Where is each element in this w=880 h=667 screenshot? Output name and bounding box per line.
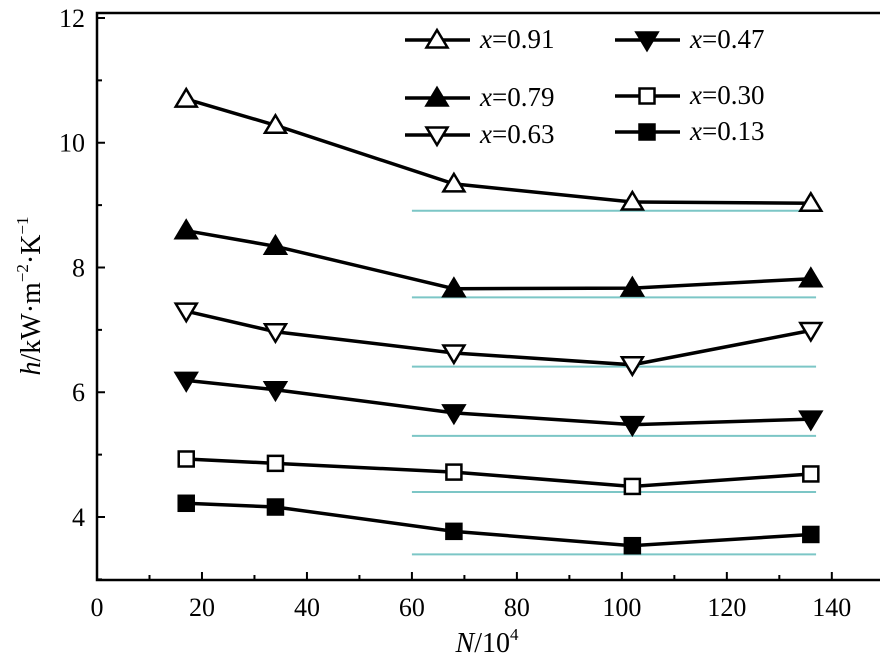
x-tick-label: 100 (602, 593, 641, 622)
legend-label: x=0.13 (689, 116, 764, 146)
data-point (619, 356, 646, 378)
data-point (441, 344, 467, 366)
data-point (173, 371, 199, 393)
data-point (441, 404, 467, 426)
y-tick-label: 12 (59, 4, 85, 33)
data-point (619, 415, 646, 438)
data-point (798, 321, 824, 343)
data-point (262, 112, 289, 135)
data-point (177, 450, 195, 468)
legend-entry: x=0.79 (405, 82, 554, 112)
data-point (623, 536, 642, 555)
series-x=0.91 (173, 86, 824, 212)
data-point (177, 494, 195, 513)
legend-marker (424, 27, 450, 49)
x-tick-label: 140 (812, 593, 851, 622)
x-tick-label: 60 (399, 593, 425, 622)
data-point (173, 302, 199, 324)
data-point (262, 233, 289, 256)
legend-label: x=0.91 (479, 24, 554, 54)
series-x=0.63 (173, 302, 824, 378)
legend-marker (638, 87, 656, 105)
data-point (173, 86, 199, 108)
series-x=0.47 (173, 371, 824, 438)
legend-label: x=0.79 (479, 82, 554, 112)
legend-entry: x=0.91 (405, 24, 554, 54)
legend-marker (424, 126, 450, 148)
series-x=0.13 (177, 494, 820, 555)
series-line (185, 309, 812, 367)
y-tick-label: 8 (72, 253, 85, 282)
x-axis-label: N/104 (455, 625, 519, 659)
data-point (441, 171, 467, 193)
data-point (445, 522, 463, 541)
x-tick-label: 80 (504, 593, 530, 622)
data-point (266, 454, 285, 473)
legend-entry: x=0.63 (405, 119, 554, 149)
data-point (262, 381, 289, 403)
data-point (441, 276, 467, 298)
legend-label: x=0.63 (479, 119, 554, 149)
data-point (802, 465, 820, 483)
data-point (623, 477, 642, 496)
legend-entry: x=0.47 (615, 24, 764, 54)
y-tick-label: 4 (72, 503, 85, 532)
reference-lines (411, 209, 817, 556)
data-point (173, 218, 199, 240)
series-x=0.30 (177, 450, 820, 496)
data-point (445, 463, 463, 481)
data-point (798, 190, 824, 212)
legend: x=0.91 x=0.79 x=0.63 x=0.47 x=0.30 x=0.13 (405, 24, 764, 149)
data-point (619, 189, 646, 211)
legend-entry: x=0.30 (615, 80, 764, 110)
data-point (802, 525, 820, 544)
legend-label: x=0.30 (689, 80, 764, 110)
x-tick-label: 40 (294, 593, 320, 622)
legend-label: x=0.47 (689, 24, 764, 54)
legend-marker (634, 31, 660, 53)
axes: 0 20 40 60 80 100 120 140 4 6 8 10 12 (59, 4, 880, 622)
y-tick-label: 10 (59, 129, 85, 158)
y-axis-label: h/kW·m−2·K−1 (13, 216, 47, 375)
legend-marker (638, 123, 656, 141)
data-point (266, 498, 285, 516)
data-point (798, 266, 824, 288)
data-point (619, 275, 646, 297)
x-tick-label: 120 (707, 593, 746, 622)
legend-marker (424, 85, 450, 107)
series-line (185, 97, 811, 205)
x-tick-label: 0 (91, 593, 104, 622)
plot-frame (95, 11, 880, 582)
series-group (173, 86, 824, 555)
series-line (185, 228, 811, 291)
data-point (798, 410, 824, 432)
y-tick-label: 6 (72, 378, 85, 407)
data-point (262, 322, 289, 345)
x-tick-label: 20 (189, 593, 215, 622)
legend-entry: x=0.13 (615, 116, 764, 146)
series-x=0.79 (173, 218, 824, 298)
